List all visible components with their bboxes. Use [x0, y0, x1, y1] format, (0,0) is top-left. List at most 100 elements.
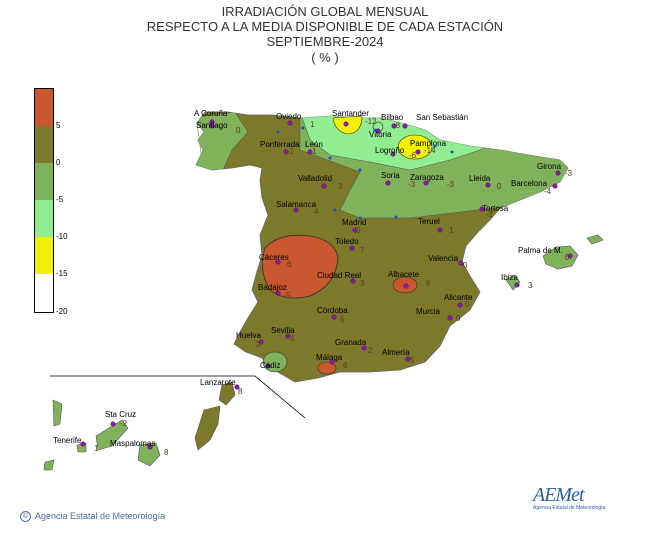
- station-value: 4: [290, 334, 295, 343]
- island-lanzarote: [218, 381, 236, 406]
- zone-malaga: [317, 361, 337, 375]
- station-value: 6: [287, 260, 292, 269]
- legend-swatch-m5-0: [34, 163, 54, 200]
- station-name: Palma de M.: [518, 246, 563, 255]
- legend-swatch-gt5: [34, 88, 54, 126]
- island-menorca: [586, 234, 604, 245]
- station-value: 0: [463, 261, 468, 270]
- station-name: Santander: [332, 109, 369, 118]
- station-value: 5: [286, 291, 291, 300]
- station-name: Tortosa: [482, 204, 509, 213]
- station-dot: [287, 120, 293, 126]
- station-name: Oviedo: [276, 112, 302, 121]
- legend-label: -10: [56, 232, 68, 241]
- station-dot: [361, 345, 367, 351]
- station-value: 1: [94, 444, 99, 453]
- station-value: 2: [256, 340, 261, 349]
- station-name: Girona: [537, 162, 562, 171]
- station-value: 5: [340, 315, 345, 324]
- contour-node: [450, 150, 454, 154]
- station-dot: [555, 170, 561, 176]
- station-dot: [390, 151, 396, 157]
- station-dot: [385, 180, 391, 186]
- island-gran-canaria: [137, 442, 161, 467]
- station-dot: [402, 123, 408, 129]
- legend-label: -15: [56, 269, 68, 278]
- station-dot: [265, 363, 271, 369]
- station-dot: [234, 384, 240, 390]
- contour-node: [373, 128, 377, 132]
- legend-swatch-m15-m10: [34, 237, 54, 274]
- station-dot: [331, 314, 337, 320]
- station-name: Albacete: [388, 270, 420, 279]
- contour-node: [433, 144, 437, 148]
- station-dot: [567, 253, 573, 259]
- station-dot: [209, 123, 215, 129]
- station-name: Valencia: [428, 254, 459, 263]
- station-name: Teruel: [418, 217, 440, 226]
- station-dot: [349, 245, 355, 251]
- zone-extremadura: [262, 234, 339, 299]
- station-name: San Sebastián: [416, 113, 468, 122]
- station-value: -1: [287, 147, 295, 156]
- station-name: Alicante: [444, 293, 473, 302]
- contour-node: [394, 215, 398, 219]
- legend-label: 5: [56, 121, 61, 130]
- station-value: 6: [343, 361, 348, 370]
- station-name: Logroño: [375, 146, 405, 155]
- station-value: 0: [565, 253, 570, 262]
- copyright-icon: ©: [20, 511, 31, 523]
- station-dot: [457, 302, 463, 308]
- contour-node: [301, 126, 305, 130]
- station-name: Sevilla: [271, 326, 295, 335]
- station-name: Soria: [381, 171, 400, 180]
- station-name: Vitoria: [369, 130, 392, 139]
- station-name: Madrid: [342, 218, 366, 227]
- contour-node: [358, 216, 362, 220]
- station-value: -3: [565, 169, 573, 178]
- station-name: Zaragoza: [410, 173, 444, 182]
- footer: © Agencia Estatal de Meteorología: [20, 511, 165, 523]
- station-dot: [329, 359, 335, 365]
- station-dot: [485, 182, 491, 188]
- station-value: -4: [544, 187, 552, 196]
- station-dot: [405, 356, 411, 362]
- aemet-logo-text: AEMet: [533, 484, 585, 506]
- station-dot: [343, 121, 349, 127]
- station-name: Badajoz: [258, 283, 287, 292]
- legend-swatch-m10-m5: [34, 200, 54, 237]
- station-value: -3: [408, 180, 416, 189]
- station-name: Ponferrada: [260, 140, 300, 149]
- station-dot: [283, 149, 289, 155]
- station-dot: [350, 278, 356, 284]
- station-value: 0: [465, 300, 470, 309]
- station-value: -8: [393, 121, 401, 130]
- station-value: 2: [368, 346, 373, 355]
- legend-label: -5: [56, 195, 64, 204]
- station-name: Granada: [335, 338, 367, 347]
- station-name: Tenerife: [53, 436, 82, 445]
- station-value: 1: [449, 226, 454, 235]
- station-value: 4: [314, 207, 319, 216]
- station-dot: [275, 259, 281, 265]
- station-name: Santiago: [196, 121, 228, 130]
- station-name: Sta Cruz: [105, 410, 136, 419]
- station-dot: [352, 227, 358, 233]
- contour-node: [328, 156, 332, 160]
- station-dot: [321, 183, 327, 189]
- station-name: Cáceres: [259, 253, 289, 262]
- station-value: 0: [356, 226, 361, 235]
- station-name: Pamplona: [410, 139, 447, 148]
- station-value: 3: [528, 281, 533, 290]
- island-hierro: [43, 459, 55, 471]
- station-value: -12: [365, 117, 377, 126]
- station-value: 6: [426, 279, 431, 288]
- zone-galicia: [196, 112, 249, 176]
- station-name: León: [305, 140, 323, 149]
- station-dot: [307, 149, 313, 155]
- station-dot: [552, 183, 558, 189]
- station-name: Lleida: [469, 174, 491, 183]
- station-value: -3: [447, 180, 455, 189]
